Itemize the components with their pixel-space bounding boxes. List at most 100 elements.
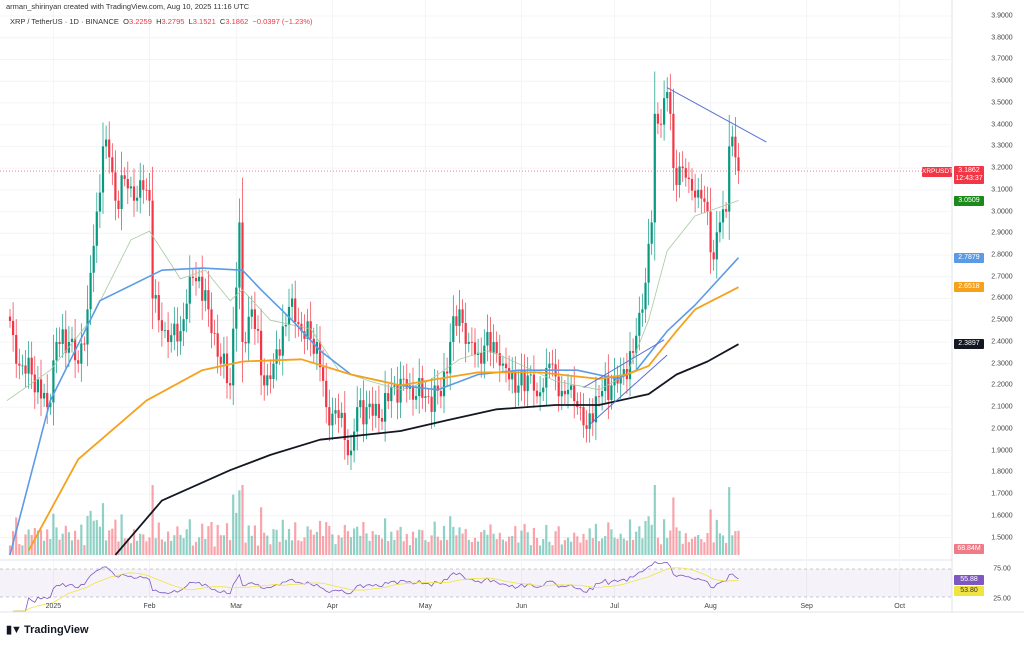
volume-bar: [607, 522, 610, 555]
candle-body: [573, 385, 576, 402]
ma20-price-tag: 3.0509: [954, 195, 984, 206]
volume-bar: [238, 490, 241, 555]
volume-bar: [539, 545, 542, 555]
candle-body: [697, 189, 700, 198]
candle-body: [390, 386, 393, 402]
candle-body: [728, 146, 731, 212]
volume-bar: [582, 533, 585, 555]
volume-bar: [148, 537, 151, 555]
volume-bar: [139, 533, 142, 555]
tradingview-logo[interactable]: ▮▼ TradingView: [6, 623, 89, 637]
candle-body: [207, 290, 210, 310]
candle-body: [433, 385, 436, 412]
candle-body: [464, 323, 467, 344]
volume-bar: [105, 540, 108, 555]
candle-body: [92, 245, 95, 273]
candle-body: [483, 345, 486, 364]
candle-body: [132, 186, 136, 201]
candle-body: [529, 374, 532, 376]
volume-bar: [433, 521, 436, 555]
volume-bar: [284, 539, 287, 555]
volume-bar: [294, 522, 297, 555]
candle-body: [613, 375, 616, 386]
volume-bar: [687, 542, 690, 555]
candle-body: [514, 372, 517, 393]
price-tick-label: 2.1000: [991, 403, 1013, 411]
candle-body: [566, 389, 570, 395]
volume-bar: [380, 538, 384, 555]
symbol-tag: XRPUSDT: [922, 167, 954, 177]
candle-body: [238, 222, 241, 288]
candle-body: [309, 321, 312, 339]
candle-body: [415, 396, 418, 400]
volume-bar: [306, 526, 309, 555]
candle-body: [83, 343, 86, 345]
ma100-line: [27, 286, 739, 552]
candle-body: [145, 189, 148, 191]
candle-body: [371, 403, 374, 416]
candle-body: [108, 139, 111, 158]
price-tick-label: 1.7000: [991, 490, 1013, 498]
candle-body: [129, 186, 132, 189]
candle-body: [393, 385, 396, 387]
volume-bar: [359, 535, 362, 555]
volume-bar: [315, 531, 318, 555]
volume-bar: [235, 512, 238, 555]
candle-body: [95, 211, 98, 246]
volume-bar: [427, 541, 430, 555]
volume-bar: [520, 530, 523, 555]
price-tick-label: 2.2000: [991, 381, 1013, 389]
volume-bar: [312, 534, 315, 555]
volume-bar: [24, 534, 27, 555]
volume-bar: [111, 528, 114, 555]
volume-bar: [33, 527, 36, 555]
volume-bar: [98, 526, 101, 555]
volume-bar: [721, 535, 725, 555]
price-tick-label: 3.6000: [991, 77, 1013, 85]
volume-bar: [39, 529, 43, 555]
volume-bar: [511, 535, 514, 555]
volume-bar: [393, 539, 396, 555]
volume-bar: [120, 514, 123, 555]
volume-bar: [213, 546, 216, 555]
time-tick-label: Sep: [800, 603, 813, 610]
candle-body: [247, 316, 250, 344]
candle-body: [492, 341, 495, 353]
volume-bar: [163, 541, 167, 555]
volume-bar: [123, 538, 126, 555]
candle-body: [340, 412, 343, 419]
candle-body: [368, 403, 371, 408]
candle-body: [30, 357, 33, 375]
volume-bar: [663, 519, 666, 555]
candle-body: [470, 341, 473, 343]
volume-bar: [356, 526, 359, 555]
bar-countdown: 12:43:37: [955, 175, 983, 182]
volume-bar: [216, 524, 219, 555]
volume-bar: [362, 521, 365, 555]
volume-bar: [387, 541, 390, 555]
volume-bar: [632, 539, 635, 555]
candle-body: [77, 360, 80, 364]
candle-body: [235, 287, 238, 329]
volume-bar: [548, 541, 551, 555]
candle-body: [142, 180, 145, 190]
candle-body: [737, 157, 740, 172]
time-tick-label: Aug: [704, 603, 717, 610]
candle-body: [117, 200, 120, 209]
candle-body: [291, 298, 294, 307]
volume-bar: [669, 530, 672, 555]
volume-bar: [263, 532, 266, 555]
rsi-lower-label: 25.00: [993, 595, 1011, 603]
volume-bar: [272, 529, 275, 555]
volume-bar: [377, 535, 380, 555]
time-tick-label: Oct: [894, 603, 906, 610]
price-tick-label: 2.6000: [991, 294, 1013, 302]
candle-body: [480, 352, 483, 364]
volume-bar: [297, 540, 300, 555]
candle-body: [105, 139, 108, 147]
volume-bar: [439, 540, 442, 555]
volume-bar: [126, 538, 129, 555]
candle-body: [294, 298, 297, 323]
volume-bar: [225, 523, 229, 555]
